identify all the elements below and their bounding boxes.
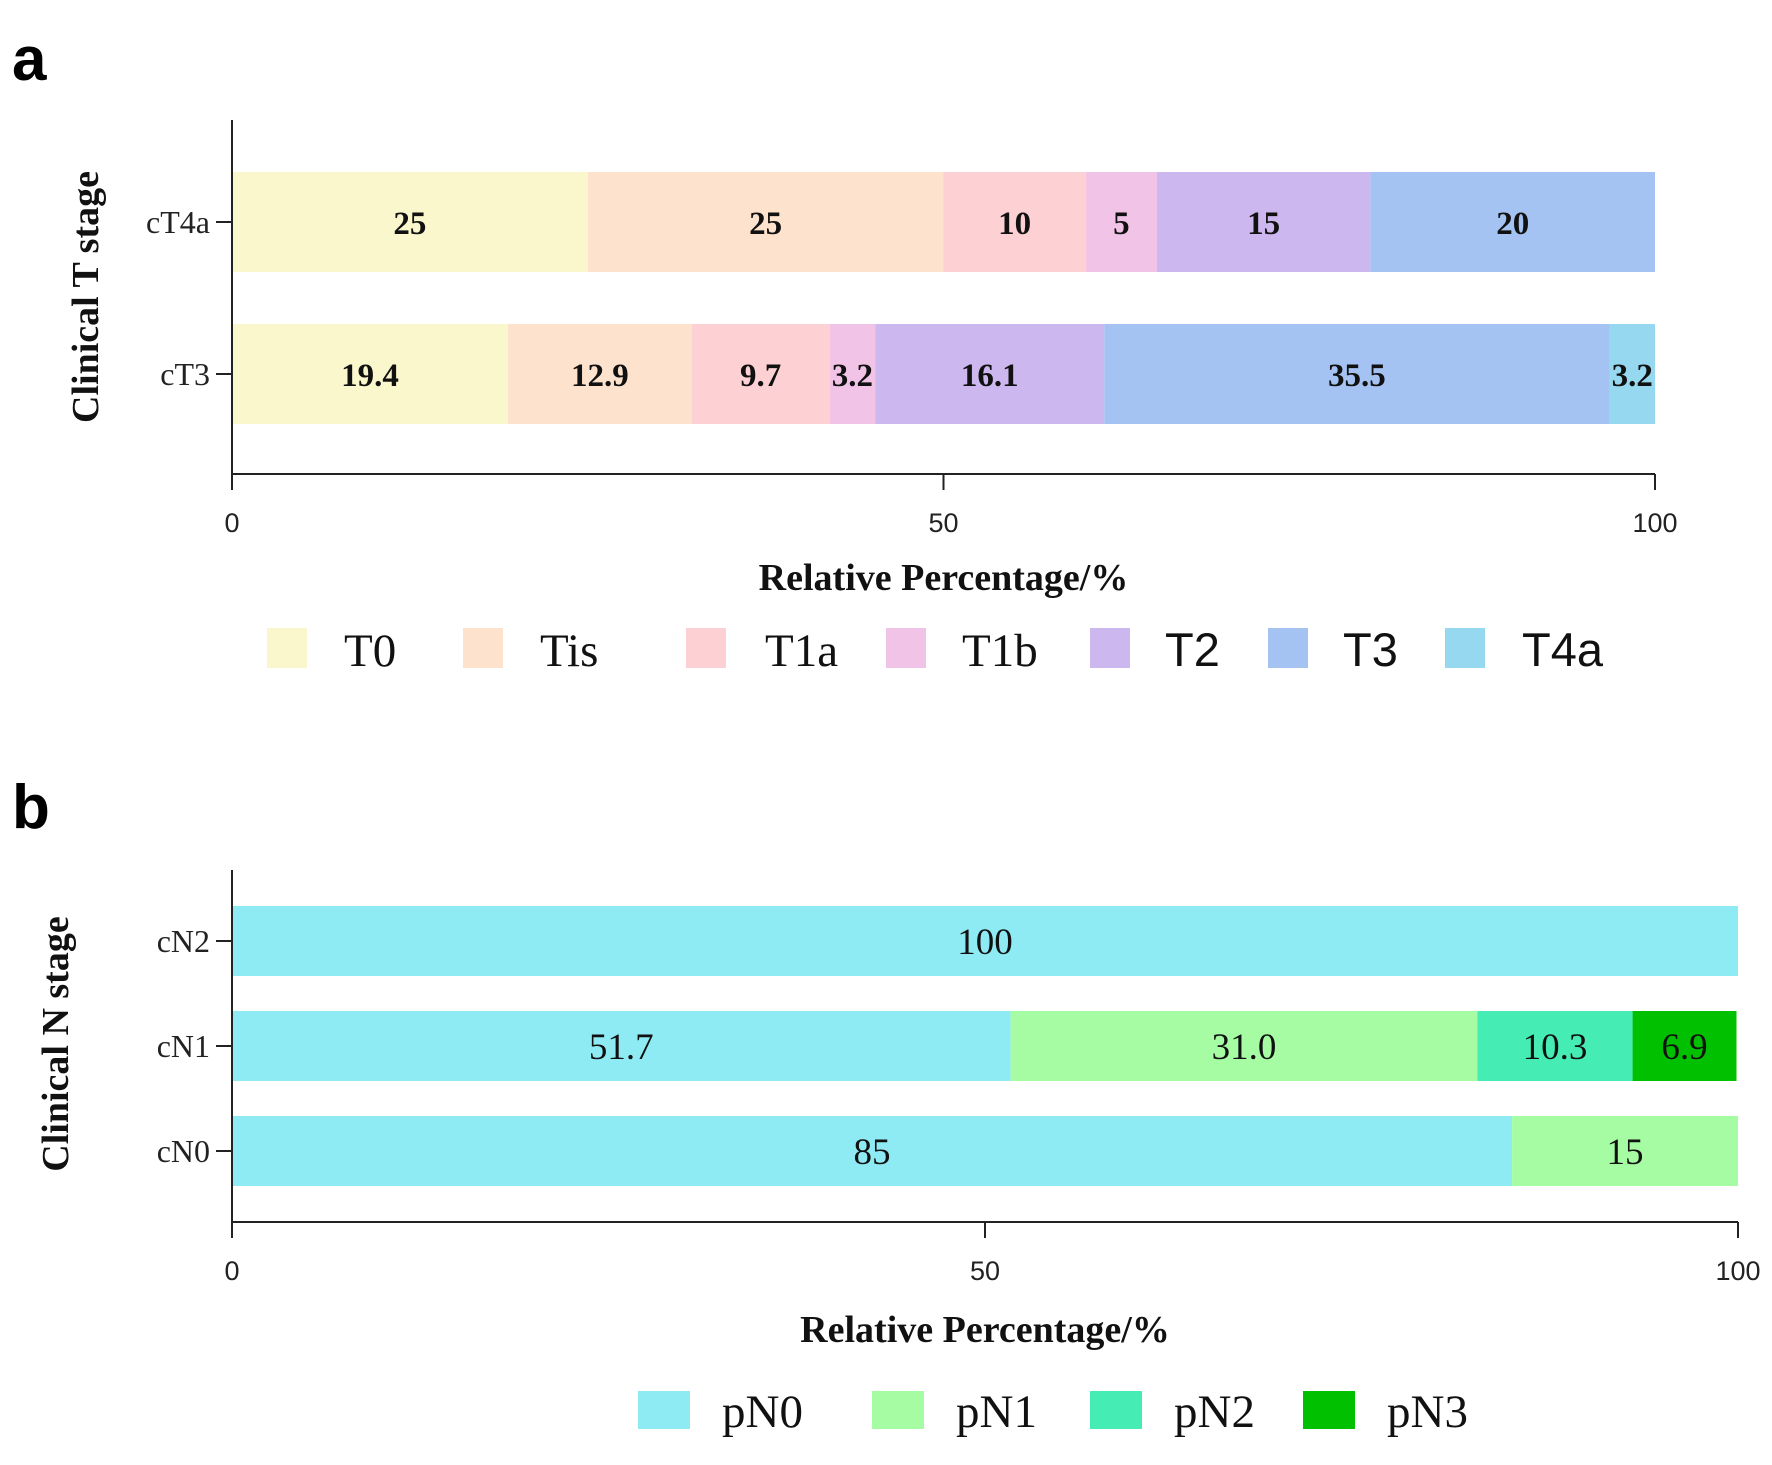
panel-a-letter: a <box>12 25 47 94</box>
legend-label-T4a: T4a <box>1522 623 1604 676</box>
legend-label-T1b: T1b <box>962 625 1038 677</box>
bar-segment-cN0-pN1 <box>1512 1116 1738 1186</box>
data-label-cN2-pN0: 100 <box>957 922 1013 963</box>
legend-label-pN3: pN3 <box>1387 1386 1468 1438</box>
legend-label-Tis: Tis <box>540 625 598 677</box>
bar-segment-cT4a-T1b <box>1085 172 1157 272</box>
bar-segment-cT4a-T2 <box>1156 172 1371 272</box>
legend-swatch-T0 <box>267 628 307 668</box>
legend-swatch-pN2 <box>1090 1391 1142 1429</box>
data-label-cT3-T2: 16.1 <box>961 358 1019 394</box>
y-axis-title: Clinical N stage <box>35 916 77 1171</box>
x-tick-label-0: 0 <box>224 1256 239 1286</box>
bar-segment-cT3-T3 <box>1104 324 1610 424</box>
legend-label-T3: T3 <box>1343 623 1398 676</box>
y-tick-label-cT3: cT3 <box>160 356 210 392</box>
x-axis-title: Relative Percentage/% <box>759 557 1129 599</box>
bar-segment-cT4a-Tis <box>587 172 944 272</box>
data-label-cT3-Tis: 12.9 <box>571 358 629 394</box>
data-label-cN1-pN2: 10.3 <box>1523 1027 1588 1068</box>
data-label-cT4a-T1b: 5 <box>1113 206 1130 242</box>
bar-segment-cT4a-T0 <box>232 172 588 272</box>
y-tick-label-cN0: cN0 <box>157 1133 210 1169</box>
bar-segment-cN1-pN0 <box>232 1011 1011 1081</box>
legend-swatch-pN0 <box>638 1391 690 1429</box>
x-tick-label-0: 0 <box>224 508 239 538</box>
legend-swatch-T2 <box>1090 628 1130 668</box>
legend-swatch-T1b <box>886 628 926 668</box>
legend-label-T2: T2 <box>1165 623 1220 676</box>
x-tick-label-100: 100 <box>1715 1256 1760 1286</box>
panel-b-chart: 100 51.7 31.0 10.3 6.9 85 15 cN2 cN1 cN0 0 50 100 Rel… <box>35 870 1761 1438</box>
y-tick-label-cT4a: cT4a <box>146 204 210 240</box>
bar-segment-cN0-pN0 <box>232 1116 1513 1186</box>
data-label-cN1-pN1: 31.0 <box>1212 1027 1277 1068</box>
bar-segment-cT3-T4a <box>1609 324 1655 424</box>
legend-swatch-T3 <box>1268 628 1308 668</box>
bar-segment-cN1-pN1 <box>1010 1011 1478 1081</box>
data-label-cT3-T1a: 9.7 <box>740 358 781 394</box>
bar-segment-cT3-T0 <box>232 324 509 424</box>
legend-swatch-pN3 <box>1303 1391 1355 1429</box>
legend-swatch-pN1 <box>872 1391 924 1429</box>
data-label-cT4a-T2: 15 <box>1247 206 1280 242</box>
y-tick-label-cN2: cN2 <box>157 923 210 959</box>
data-label-cT3-T3: 35.5 <box>1328 358 1386 394</box>
data-label-cN1-pN0: 51.7 <box>589 1027 654 1068</box>
data-label-cT4a-Tis: 25 <box>749 206 782 242</box>
data-label-cT3-T1b: 3.2 <box>832 358 873 394</box>
bar-segment-cN1-pN3 <box>1632 1011 1737 1081</box>
bar-segment-cT3-Tis <box>508 324 692 424</box>
bar-segment-cT4a-T3 <box>1370 172 1655 272</box>
y-tick-label-cN1: cN1 <box>157 1028 210 1064</box>
bar-segment-cT3-T2 <box>875 324 1105 424</box>
legend-label-pN0: pN0 <box>722 1386 803 1438</box>
data-label-cT4a-T3: 20 <box>1496 206 1529 242</box>
x-tick-label-100: 100 <box>1632 508 1677 538</box>
x-tick-label-50: 50 <box>928 508 958 538</box>
data-label-cT3-T4a: 3.2 <box>1612 358 1653 394</box>
x-axis-title: Relative Percentage/% <box>800 1309 1170 1351</box>
y-axis-title: Clinical T stage <box>65 171 107 423</box>
legend-label-pN2: pN2 <box>1174 1386 1255 1438</box>
bar-segment-cT3-T1a <box>691 324 830 424</box>
bar-segment-cT4a-T1a <box>943 172 1086 272</box>
legend-label-T1a: T1a <box>765 625 838 677</box>
legend-swatch-Tis <box>463 628 503 668</box>
legend-label-pN1: pN1 <box>956 1386 1037 1438</box>
legend-swatch-T1a <box>686 628 726 668</box>
data-label-cN0-pN1: 15 <box>1607 1132 1644 1173</box>
bar-segment-cN2-pN0 <box>232 906 1738 976</box>
legend-swatch-T4a <box>1445 628 1485 668</box>
data-label-cT4a-T1a: 10 <box>998 206 1031 242</box>
data-label-cN0-pN0: 85 <box>854 1132 891 1173</box>
panel-a-chart: 25 25 10 5 15 20 19.4 12.9 9.7 3.2 16.1 35.5 3.2 cT4a… <box>65 120 1678 677</box>
data-label-cT3-T0: 19.4 <box>341 358 399 394</box>
data-label-cT4a-T0: 25 <box>393 206 426 242</box>
bar-segment-cT3-T1b <box>829 324 876 424</box>
panel-b-letter: b <box>12 773 50 842</box>
legend-label-T0: T0 <box>344 625 396 677</box>
data-label-cN1-pN3: 6.9 <box>1661 1027 1707 1068</box>
bar-segment-cN1-pN2 <box>1477 1011 1633 1081</box>
x-tick-label-50: 50 <box>970 1256 1000 1286</box>
